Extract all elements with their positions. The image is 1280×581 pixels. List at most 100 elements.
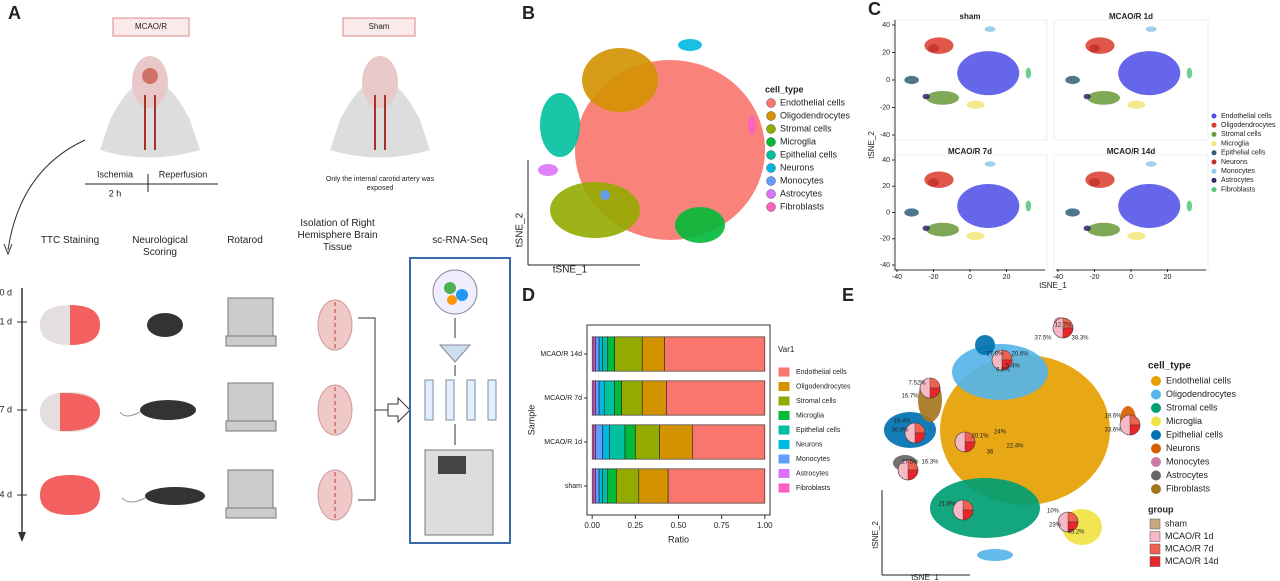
y-tick-label: 40 — [882, 157, 890, 164]
legend-swatch — [1151, 403, 1161, 413]
legend-label: Fibroblasts — [780, 201, 825, 211]
legend-swatch — [1151, 416, 1161, 427]
cluster — [924, 37, 954, 54]
legend-swatch — [1149, 543, 1161, 555]
funnel — [438, 344, 472, 363]
y-tick-label: 0 — [886, 209, 890, 216]
legend-label: Neurons — [796, 441, 823, 448]
mice — [119, 313, 205, 505]
step-label: Isolation of Right Hemisphere Brain Tiss… — [297, 218, 378, 253]
label: Reperfusion — [159, 169, 208, 179]
step-label: TTC Staining — [40, 235, 100, 246]
cluster — [748, 115, 756, 135]
step-label: sc-RNA-Seq — [432, 235, 488, 246]
pie-label: 12.7% — [1054, 323, 1072, 329]
legend-label: Monocytes — [1166, 456, 1210, 466]
facet-title: MCAO/R 1d — [1109, 12, 1153, 21]
step-label: Rotarod — [227, 235, 263, 246]
bar-segment — [598, 468, 603, 504]
legend-label: Fibroblasts — [1166, 483, 1211, 493]
label-box — [112, 17, 190, 37]
cluster — [975, 335, 995, 355]
cluster — [966, 232, 985, 241]
legend-label: Oligodendrocytes — [780, 110, 851, 120]
pie-label: 45.2% — [1067, 530, 1085, 536]
legend-swatch — [777, 410, 791, 421]
cluster — [977, 549, 1013, 561]
brains — [317, 299, 353, 521]
panel-letter: C — [868, 0, 881, 19]
legend-swatch — [1211, 131, 1217, 137]
cluster — [1186, 200, 1193, 212]
legend-swatch — [777, 424, 791, 436]
legend-label: Stromal cells — [796, 398, 837, 405]
axis-guide — [881, 490, 970, 576]
legend-swatch — [777, 366, 791, 378]
pie-label: 19.6% — [1104, 414, 1122, 420]
cluster — [582, 48, 658, 112]
pie-label: 10% — [1047, 509, 1060, 515]
mouse-body — [100, 80, 200, 158]
pie-label: 23% — [1049, 523, 1062, 529]
legend-swatch — [766, 202, 776, 212]
axis-label: tSNE_1 — [911, 573, 939, 581]
legend-label: Epithelial cells — [1221, 150, 1266, 157]
cluster — [1085, 171, 1115, 188]
legend-label: Fibroblasts — [796, 485, 831, 492]
x-tick-label: 0 — [968, 274, 972, 281]
cluster — [922, 225, 930, 231]
legend-swatch — [1211, 159, 1217, 165]
label: Sham — [369, 22, 390, 31]
y-tick-label: 0 — [886, 77, 890, 84]
panel-letter: D — [522, 285, 535, 305]
legend-label: Fibroblasts — [1221, 186, 1256, 193]
facet-title: MCAO/R 14d — [1107, 147, 1156, 156]
legend-label: Microglia — [796, 412, 824, 419]
bar-segment — [638, 468, 669, 504]
bar-segment — [666, 380, 766, 416]
y-tick-label: MCAO/R 14d — [540, 351, 582, 358]
legend-label: Microglia — [1221, 140, 1249, 147]
y-tick-label: -20 — [880, 236, 890, 243]
bar-segment — [641, 336, 665, 372]
cluster — [1118, 183, 1181, 228]
facet-title: MCAO/R 7d — [948, 147, 992, 156]
axis-label: tSNE_2 — [871, 521, 880, 549]
legend-swatch — [766, 189, 776, 199]
legend-label: Astrocytes — [796, 470, 829, 477]
cluster — [675, 207, 725, 243]
legend-label: Epithelial cells — [796, 427, 841, 434]
cluster — [1127, 100, 1146, 109]
legend-swatch — [766, 150, 776, 160]
legend-label: Monocytes — [796, 456, 830, 463]
cluster — [928, 44, 939, 53]
pie-slice — [1001, 359, 1013, 371]
legend-label: Neurons — [1166, 443, 1201, 453]
pie-label: 20.6% — [1011, 352, 1029, 358]
x-tick-label: 20 — [1164, 274, 1172, 281]
y-tick-label: 40 — [882, 22, 890, 29]
arrow-head — [3, 243, 13, 256]
cluster — [1145, 161, 1157, 167]
legend-swatch — [1211, 113, 1217, 119]
legend-swatch — [1149, 518, 1161, 530]
x-tick-label: 0 — [1129, 274, 1133, 281]
label: 2 h — [109, 188, 122, 198]
cluster — [1089, 44, 1100, 53]
pie-label: 19.4% — [893, 419, 911, 425]
label: 7 d — [0, 404, 12, 414]
cluster — [1186, 67, 1193, 79]
legend-label: Monocytes — [1221, 168, 1255, 175]
pie-label: 21.8% — [938, 502, 956, 508]
legend-label: Astrocytes — [1166, 470, 1209, 480]
pie-slice — [907, 469, 919, 481]
pie-slice — [1067, 521, 1079, 533]
pie-label: 37.5% — [1034, 336, 1052, 342]
label: 14 d — [0, 489, 12, 499]
cluster — [1089, 178, 1100, 187]
pie-label: 36 — [987, 450, 994, 456]
bar-segment — [609, 424, 626, 460]
legend-label: Stromal cells — [1166, 402, 1218, 412]
cluster — [1065, 75, 1080, 85]
big-arrow — [387, 396, 411, 424]
